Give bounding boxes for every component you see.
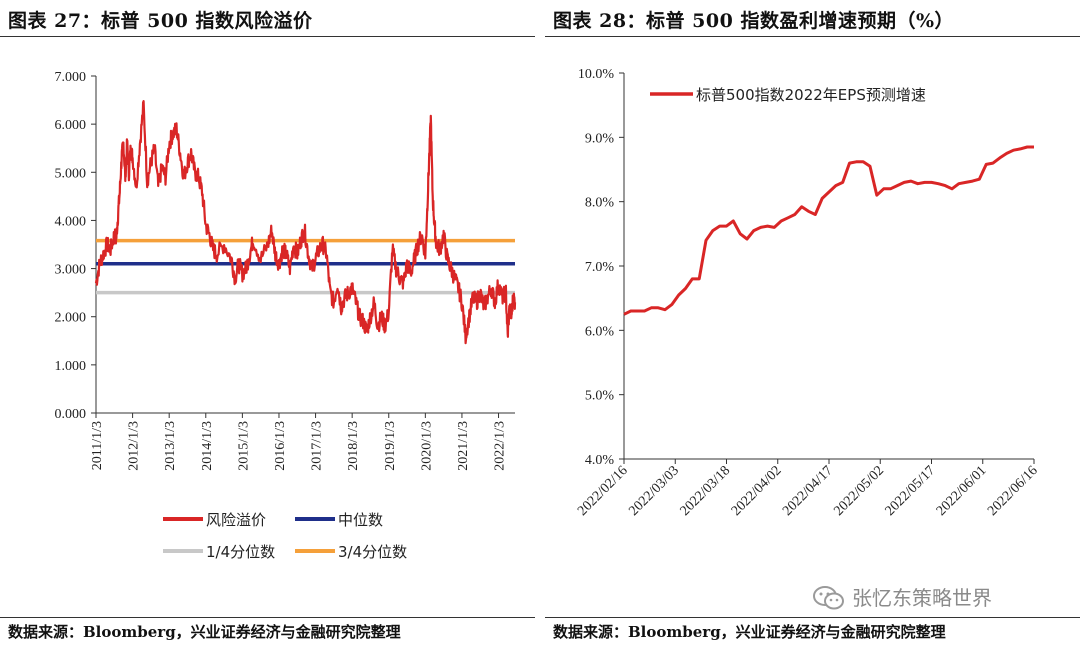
x-tick-label: 2019/1/3 xyxy=(383,421,398,471)
y-tick-label: 2.000 xyxy=(55,311,87,326)
chart-title: 图表 27：标普 500 指数风险溢价 xyxy=(8,10,313,32)
eps-growth-line xyxy=(623,145,1034,316)
y-tick-label: 0.000 xyxy=(55,407,87,422)
x-tick-label: 2014/1/3 xyxy=(200,421,215,471)
x-tick-label: 2020/1/3 xyxy=(419,421,434,471)
eps-growth-chart: 4.0%5.0%6.0%7.0%8.0%9.0%10.0%2022/02/162… xyxy=(575,67,1041,519)
risk-premium-line xyxy=(94,100,517,345)
watermark: 张忆东策略世界 xyxy=(812,582,1052,614)
chart-title: 图表 28：标普 500 指数盈利增速预期（%） xyxy=(553,10,954,32)
x-tick-label: 2022/05/17 xyxy=(883,463,939,519)
y-tick-label: 6.0% xyxy=(585,324,615,339)
y-tick-label: 9.0% xyxy=(585,131,615,146)
x-tick-label: 2018/1/3 xyxy=(346,421,361,471)
y-tick-label: 6.000 xyxy=(55,118,87,133)
x-tick-label: 2022/06/16 xyxy=(985,463,1041,519)
title-rule xyxy=(0,36,535,37)
y-tick-label: 5.000 xyxy=(55,166,87,181)
y-tick-label: 3.000 xyxy=(55,263,87,278)
y-tick-label: 4.000 xyxy=(55,214,87,229)
x-tick-label: 2012/1/3 xyxy=(127,421,142,471)
y-tick-label: 7.000 xyxy=(55,70,87,85)
y-tick-label: 7.0% xyxy=(585,260,615,275)
x-tick-label: 2013/1/3 xyxy=(163,421,178,471)
x-tick-label: 2022/1/3 xyxy=(493,421,508,471)
legend-label: 风险溢价 xyxy=(206,511,266,529)
legend-label: 1/4分位数 xyxy=(206,543,275,561)
x-tick-label: 2011/1/3 xyxy=(90,421,105,470)
x-tick-label: 2022/06/01 xyxy=(934,463,990,519)
title-rule xyxy=(545,36,1080,37)
risk-premium-chart-panel: 图表 27：标普 500 指数风险溢价 0.000 1.000 2.000 3.000… xyxy=(0,0,535,645)
wechat-icon xyxy=(813,586,844,610)
x-tick-label: 2016/1/3 xyxy=(273,421,288,471)
legend-label: 标普500指数2022年EPS预测增速 xyxy=(696,86,926,104)
legend-label: 中位数 xyxy=(338,511,383,529)
source-rule xyxy=(545,617,1080,618)
watermark-text: 张忆东策略世界 xyxy=(852,586,992,610)
y-tick-label: 8.0% xyxy=(585,196,615,211)
source-rule xyxy=(0,617,535,618)
x-tick-label: 2022/04/02 xyxy=(729,463,785,519)
source-note: 数据来源：Bloomberg，兴业证券经济与金融研究院整理 xyxy=(8,623,401,641)
x-tick-label: 2015/1/3 xyxy=(236,421,251,471)
x-tick-label: 2022/03/18 xyxy=(678,463,734,519)
x-tick-label: 2022/04/17 xyxy=(780,463,836,519)
y-tick-label: 4.0% xyxy=(585,453,615,468)
x-tick-label: 2022/03/03 xyxy=(626,463,682,519)
source-note: 数据来源：Bloomberg，兴业证券经济与金融研究院整理 xyxy=(553,623,946,641)
risk-premium-chart: 0.000 1.000 2.000 3.000 4.000 5.000 6.000 7.000… xyxy=(55,70,517,561)
y-tick-label: 5.0% xyxy=(585,389,615,404)
x-tick-label: 2017/1/3 xyxy=(310,421,325,471)
legend-label: 3/4分位数 xyxy=(338,543,407,561)
x-tick-label: 2022/02/16 xyxy=(575,463,631,519)
eps-growth-chart-panel: 图表 28：标普 500 指数盈利增速预期（%） 4.0% 5.0% 6.0% 7.0… xyxy=(545,0,1080,645)
x-tick-label: 2021/1/3 xyxy=(456,421,471,471)
y-tick-label: 10.0% xyxy=(578,67,615,82)
y-tick-label: 1.000 xyxy=(55,359,87,374)
x-tick-label: 2022/05/02 xyxy=(831,463,887,519)
